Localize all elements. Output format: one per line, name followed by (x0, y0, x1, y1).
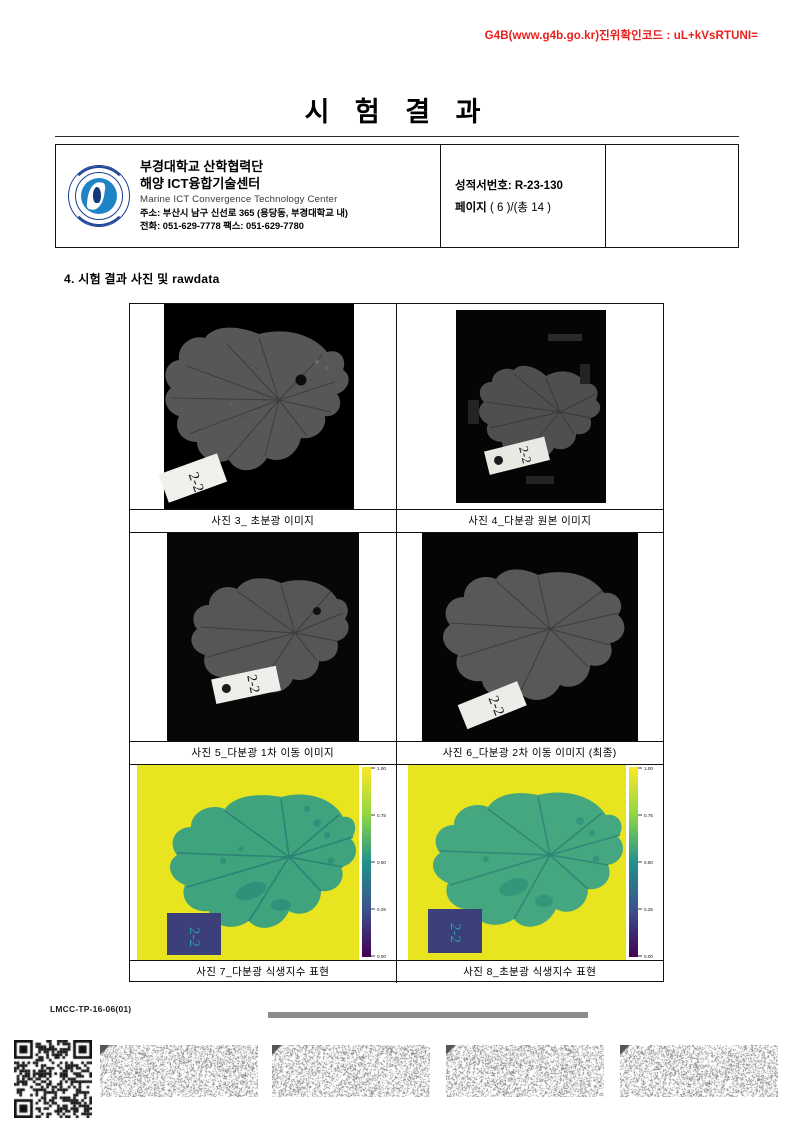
report-number-cell: 성적서번호: R-23-130 페이지 ( 6 )/(총 14 ) (441, 145, 606, 247)
svg-text:2-2: 2-2 (484, 694, 506, 719)
photo-7-image: 2-2 (130, 765, 396, 960)
verification-qr-code (14, 1040, 92, 1118)
org-contact: 전화: 051-629-7778 팩스: 051-629-7780 (140, 220, 304, 231)
photo-4-caption: 사진 4_다분광 원본 이미지 (396, 509, 663, 533)
org-name-line1: 부경대학교 산학협력단 (140, 159, 264, 175)
hyperspectral-vegetation-index-figure: 2-2 (407, 765, 653, 960)
security-strip-2 (272, 1045, 430, 1097)
multispectral-shift2-leaf-figure: 2-2 (421, 533, 638, 741)
verification-code-text: G4B(www.g4b.go.kr)진위확인코드 : uL+kVsRTUNI= (484, 30, 758, 42)
photo-6-caption: 사진 6_다분광 2차 이동 이미지 (최종) (396, 741, 663, 765)
photo-row-3: 2-2 (130, 765, 663, 983)
photo-4-image: 2-2 (396, 304, 663, 509)
colorbar: 1.00 0.75 0.50 0.25 0.00 (361, 766, 386, 959)
photo-3-image: 2-2 (130, 304, 396, 509)
hyperspectral-leaf-figure: 2-2 (158, 304, 354, 509)
footer-gray-bar (268, 1012, 588, 1018)
svg-text:2-2: 2-2 (184, 470, 206, 494)
org-address: 주소: 부산시 남구 신선로 365 (용당동, 부경대학교 내) (140, 207, 348, 218)
svg-text:0.50: 0.50 (644, 860, 653, 865)
svg-text:2-2: 2-2 (243, 673, 262, 694)
multispectral-raw-leaf-figure: 2-2 (455, 310, 606, 503)
svg-text:0.25: 0.25 (644, 907, 653, 912)
photo-6-image: 2-2 (396, 533, 663, 741)
svg-text:0.75: 0.75 (644, 813, 653, 818)
photo-cell-7: 2-2 (130, 765, 397, 983)
svg-text:0.00: 0.00 (377, 954, 386, 959)
security-strip-3 (446, 1045, 604, 1097)
photo-5-caption: 사진 5_다분광 1차 이동 이미지 (130, 741, 396, 765)
multispectral-shift1-leaf-figure: 2-2 (166, 533, 359, 741)
svg-text:2-2: 2-2 (186, 927, 202, 947)
pukyong-national-university-emblem-icon (68, 165, 130, 227)
svg-text:1.00: 1.00 (377, 766, 386, 771)
photo-row-2: 2-2 사진 5_다분광 1차 이동 이미지 (130, 533, 663, 765)
header-info-table: 부경대학교 산학협력단 해양 ICT융합기술센터 Marine ICT Conv… (55, 144, 739, 248)
photo-cell-6: 2-2 사진 6_다분광 2차 이동 이미지 (최종) (396, 533, 663, 765)
organization-cell: 부경대학교 산학협력단 해양 ICT융합기술센터 Marine ICT Conv… (56, 145, 441, 247)
photo-8-image: 2-2 (396, 765, 663, 960)
photo-cell-3: 2-2 사진 3_ 초분광 이미지 (130, 304, 397, 533)
photo-3-caption: 사진 3_ 초분광 이미지 (130, 509, 396, 533)
photo-cell-4: 2-2 사진 4_다분광 원본 이미지 (396, 304, 663, 533)
organization-text-block: 부경대학교 산학협력단 해양 ICT융합기술센터 Marine ICT Conv… (140, 159, 348, 232)
page-label: 페이지 (455, 202, 487, 214)
photo-cell-5: 2-2 사진 5_다분광 1차 이동 이미지 (130, 533, 397, 765)
photo-row-1: 2-2 사진 3_ 초분광 이미지 (130, 304, 663, 533)
photo-cell-8: 2-2 (396, 765, 663, 983)
svg-text:2-2: 2-2 (516, 444, 535, 464)
org-name-line2: 해양 ICT융합기술센터 (140, 175, 261, 191)
header-blank-cell (606, 145, 738, 247)
multispectral-vegetation-index-figure: 2-2 (136, 765, 386, 960)
photo-5-image: 2-2 (130, 533, 396, 741)
svg-text:0.00: 0.00 (644, 954, 653, 959)
report-number: 성적서번호: R-23-130 (455, 180, 563, 192)
svg-text:0.25: 0.25 (377, 907, 386, 912)
section-heading: 4. 시험 결과 사진 및 rawdata (64, 272, 220, 286)
colorbar: 1.00 0.75 0.50 0.25 0.00 (628, 766, 653, 959)
page-number-row: 페이지 ( 6 )/(총 14 ) (455, 199, 605, 215)
svg-text:0.75: 0.75 (377, 813, 386, 818)
form-code: LMCC-TP-16-06(01) (50, 1004, 132, 1014)
svg-text:2-2: 2-2 (447, 923, 463, 943)
results-photo-table: 2-2 사진 3_ 초분광 이미지 (129, 303, 664, 983)
org-name-english: Marine ICT Convergence Technology Center (140, 193, 338, 205)
photo-8-caption: 사진 8_초분광 식생지수 표현 (396, 960, 663, 983)
photo-7-caption: 사진 7_다분광 식생지수 표현 (130, 960, 396, 983)
page-value: ( 6 )/(총 14 ) (489, 202, 552, 214)
svg-text:1.00: 1.00 (644, 766, 653, 771)
page-title: 시 험 결 과 (304, 97, 490, 127)
svg-text:0.50: 0.50 (377, 860, 386, 865)
title-divider (55, 136, 739, 137)
security-strip-4 (620, 1045, 778, 1097)
security-strip-1 (100, 1045, 258, 1097)
